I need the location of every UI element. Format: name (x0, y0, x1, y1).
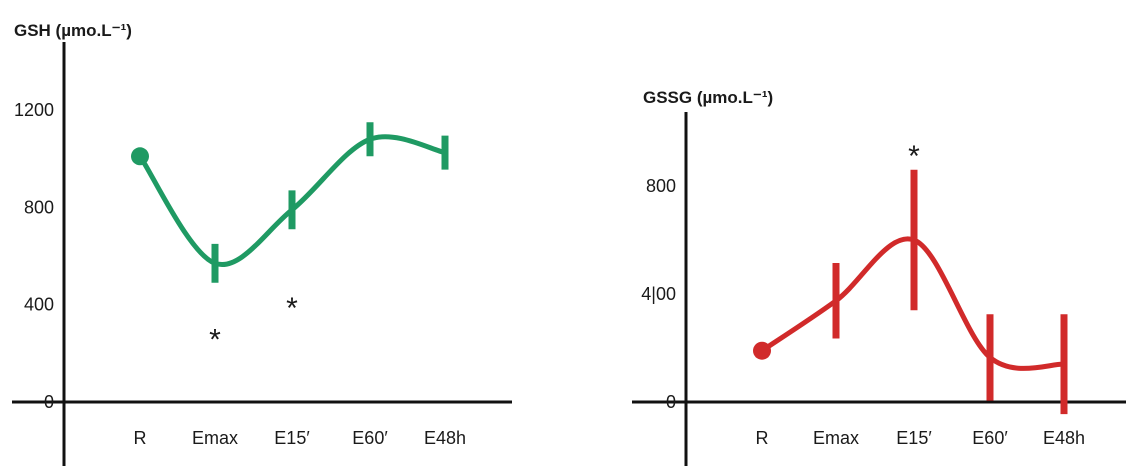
gssg-x-tick-label: Emax (813, 428, 859, 448)
gsh-y-axis-label: GSH (µmo.L⁻¹) (14, 21, 132, 40)
gsh-y-tick-label: 1200 (14, 100, 54, 120)
gssg-y-tick-label: 800 (646, 176, 676, 196)
gsh-chart (12, 42, 512, 466)
gsh-data-point (131, 147, 149, 166)
gsh-y-tick-label: 400 (24, 295, 54, 315)
gsh-x-tick-label: R (134, 428, 147, 448)
gsh-significance-marker: * (209, 323, 221, 356)
gsh-x-tick-label: E15′ (274, 428, 310, 448)
gssg-x-tick-label: E48h (1043, 428, 1085, 448)
gssg-x-tick-label: R (756, 428, 769, 448)
gssg-y-tick-label: 0 (666, 392, 676, 412)
gssg-y-axis-label: GSSG (µmo.L⁻¹) (643, 88, 773, 107)
gsh-y-tick-label: 0 (44, 392, 54, 412)
gsh-x-tick-label: Emax (192, 428, 238, 448)
gssg-chart (632, 112, 1126, 466)
gssg-y-tick-label: 4|00 (641, 284, 676, 304)
gssg-data-point (753, 341, 771, 360)
gsh-x-tick-label: E60′ (352, 428, 388, 448)
gssg-significance-marker: * (908, 140, 920, 173)
gssg-x-tick-label: E60′ (972, 428, 1008, 448)
gssg-x-tick-label: E15′ (896, 428, 932, 448)
gsh-y-tick-label: 800 (24, 197, 54, 217)
gsh-x-tick-label: E48h (424, 428, 466, 448)
gsh-significance-marker: * (286, 292, 298, 325)
